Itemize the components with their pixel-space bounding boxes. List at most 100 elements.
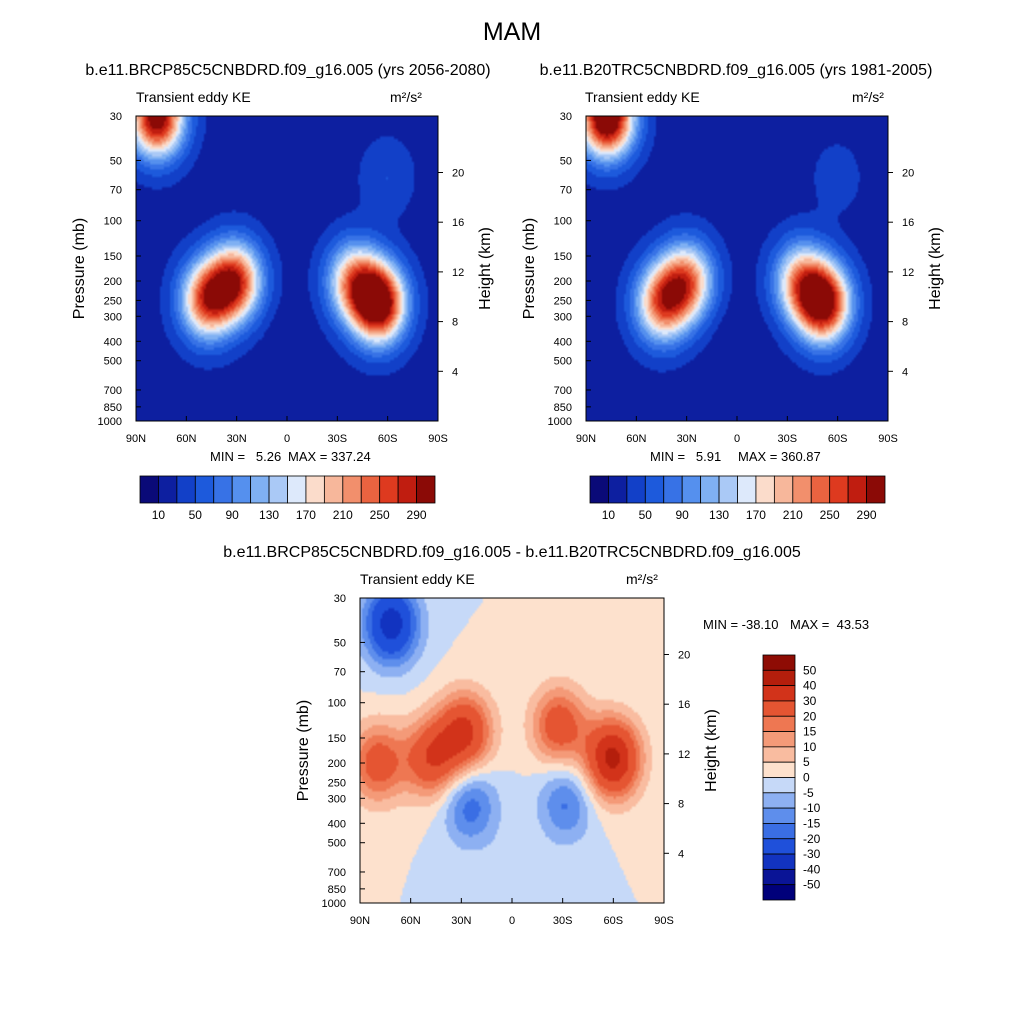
y-tick-label: 70 [560,185,572,197]
colorbar-swatch [608,475,628,504]
colorbar-swatch [700,475,720,504]
panel-2-title: b.e11.B20TRC5CNBDRD.f09_g16.005 (yrs 198… [539,62,933,79]
y-axis-label: Pressure (mb) [295,700,312,801]
colorbar-swatch [762,777,796,794]
x-tick-label: 90S [878,433,898,445]
panel-2-field-label: Transient eddy KE [585,89,700,105]
x-tick-label: 0 [284,433,290,445]
colorbar-swatch [847,475,867,504]
x-tick-label: 0 [734,433,740,445]
panel-1-unit-label: m²/s² [390,89,422,105]
y2-tick-label: 12 [678,749,690,761]
x-tick-label: 30N [677,433,697,445]
y2-tick-label: 4 [678,848,684,860]
panel-2-heatmap [586,116,888,421]
y-tick-label: 150 [328,733,346,745]
colorbar-swatch [287,475,307,504]
colorbar-tick-label: -10 [803,801,821,815]
colorbar-swatch [342,475,362,504]
y2-tick-label: 16 [452,217,464,229]
y-tick-label: 200 [328,758,346,770]
x-tick-label: 90N [350,915,370,927]
colorbar-swatch [762,823,796,840]
colorbar-tick-label: 20 [803,709,817,723]
colorbar-tick-label: 250 [820,508,840,522]
colorbar-swatch [231,475,252,504]
panel-3-max: MAX = 43.53 [790,617,870,632]
colorbar-swatch [829,475,849,504]
colorbar-tick-label: 50 [639,508,653,522]
colorbar-swatch [379,475,399,504]
colorbar-swatch [194,475,215,504]
colorbar-tick-label: 250 [370,508,390,522]
y-tick-label: 50 [560,155,572,167]
colorbar-swatch [762,654,796,671]
y-tick-label: 200 [104,276,122,288]
colorbar-swatch [268,475,288,504]
x-tick-label: 30S [328,433,348,445]
y-tick-label: 300 [328,793,346,805]
colorbar-tick-label: 90 [226,508,240,522]
panel-1-heatmap [136,116,438,421]
colorbar-tick-label: 130 [259,508,279,522]
colorbar-tick-label: 5 [803,755,810,769]
y-tick-label: 30 [560,111,572,123]
y2-axis-label: Height (km) [927,227,944,310]
colorbar-swatch [762,715,796,732]
y-tick-label: 1000 [548,416,572,428]
colorbar-tick-label: 290 [407,508,427,522]
colorbar-swatch [718,475,738,504]
x-tick-label: 30S [778,433,798,445]
x-tick-label: 30S [553,915,573,927]
figure-title: MAM [482,18,542,46]
colorbar-tick-label: 0 [803,771,810,785]
colorbar-tick-label: 210 [333,508,353,522]
y2-tick-label: 4 [452,366,458,378]
x-tick-label: 60S [604,915,624,927]
colorbar-tick-label: 10 [152,508,166,522]
y-tick-label: 70 [334,667,346,679]
panel-1-min: MIN = 5.26 [210,449,282,464]
colorbar-swatch [663,475,683,504]
colorbar-tick-label: -50 [803,878,821,892]
colorbar-swatch [176,475,196,504]
y-tick-label: 150 [554,251,572,263]
colorbar-swatch [644,475,665,504]
colorbar-swatch [323,475,344,504]
y2-tick-label: 16 [902,217,914,229]
y-tick-label: 30 [334,593,346,605]
panel-1-field-label: Transient eddy KE [136,89,251,105]
y2-tick-label: 12 [452,267,464,279]
y-tick-label: 1000 [322,898,346,910]
x-tick-label: 30N [451,915,471,927]
colorbar-swatch [792,475,812,504]
y-tick-label: 700 [554,385,572,397]
colorbar-swatch [737,475,757,504]
colorbar-swatch [762,868,796,886]
colorbar-swatch [681,475,702,504]
y-tick-label: 400 [554,336,572,348]
y2-tick-label: 12 [902,267,914,279]
colorbar-tick-label: 290 [857,508,877,522]
y-tick-label: 70 [110,185,122,197]
y-tick-label: 400 [104,336,122,348]
panel-2-max: MAX = 360.87 [738,449,821,464]
panel-2-plot: 305070100150200250300400500700850100090N… [521,111,944,522]
y2-tick-label: 20 [678,649,690,661]
y-axis-label: Pressure (mb) [521,218,538,319]
colorbar-tick-label: -20 [803,832,821,846]
colorbar-swatch [360,475,381,504]
colorbar-tick-label: 50 [189,508,203,522]
colorbar-swatch [213,475,233,504]
colorbar-swatch [762,838,796,855]
colorbar-swatch [397,475,417,504]
y2-tick-label: 16 [678,699,690,711]
x-tick-label: 30N [227,433,247,445]
y-tick-label: 850 [328,884,346,896]
colorbar-tick-label: -30 [803,847,821,861]
x-tick-label: 0 [509,915,515,927]
y-tick-label: 250 [554,295,572,307]
colorbar-swatch [762,853,796,870]
colorbar-tick-label: 170 [746,508,766,522]
colorbar-tick-label: 170 [296,508,316,522]
